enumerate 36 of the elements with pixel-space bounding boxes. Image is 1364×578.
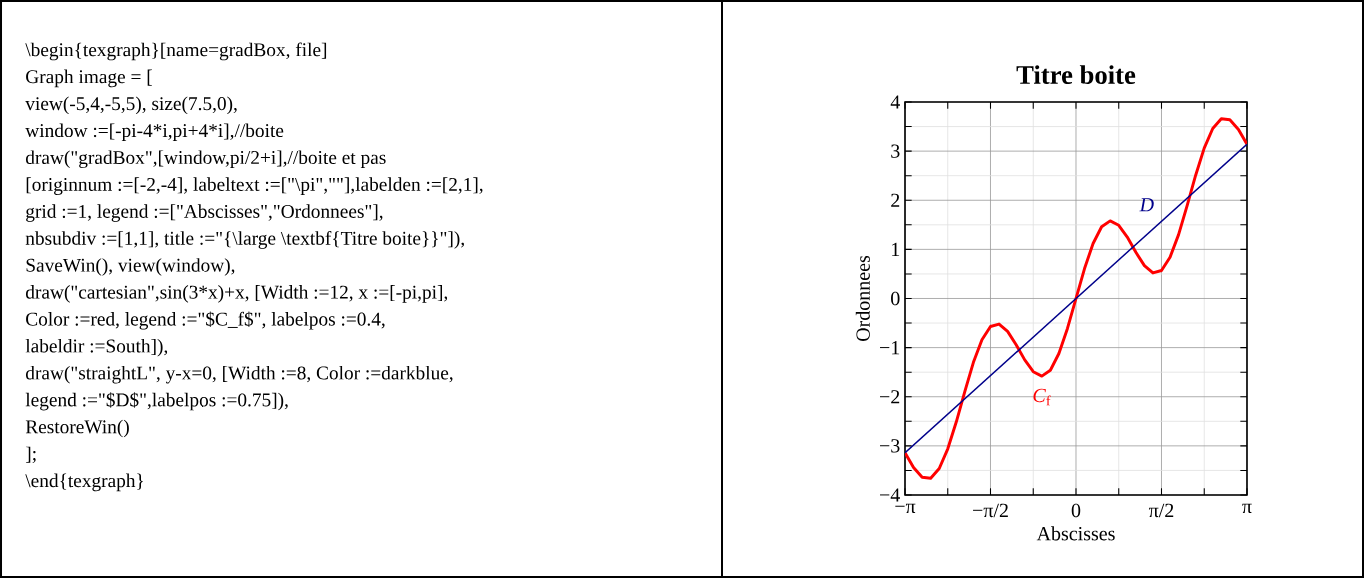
- x-tick-label: π/2: [1148, 503, 1174, 518]
- text: [originnum :=[-2,-4], labeltext :=["\pi",""],labelden :=[2,1],: [26, 177, 483, 195]
- x-tick-label: −π: [895, 503, 916, 514]
- text: RestoreWin(): [25, 419, 129, 438]
- text: view(-5,4,-5,5), size(7.5,0),: [25, 96, 237, 115]
- text: grid :=1, legend :=["Abscisses","Ordonnees"],: [26, 204, 383, 222]
- text: \end{texgraph}: [25, 473, 144, 492]
- text: draw("straightL", y-x=0, [Width :=8, Color :=darkblue,: [25, 365, 453, 384]
- text: SaveWin(), view(window),: [26, 258, 235, 276]
- x-tick-label: −π/2: [973, 503, 1008, 518]
- y-tick-label: 1: [892, 242, 900, 256]
- text: Color :=red, legend :="$C_f$", labelpos :=0.4,: [26, 311, 385, 330]
- y-tick-label: 4: [890, 95, 900, 109]
- y-tick-label: 0: [891, 291, 900, 306]
- text: window :=[-pi-4*i,pi+4*i],//boite: [25, 123, 284, 142]
- text: ];: [25, 446, 36, 464]
- chart-title: Titre boite: [1016, 65, 1136, 84]
- y-tick-label: −1: [880, 341, 900, 355]
- y-tick-label: −3: [880, 439, 900, 453]
- y-tick-label: 2: [891, 193, 900, 207]
- y-tick-label: 3: [891, 144, 900, 158]
- text: labeldir :=South]),: [25, 338, 168, 357]
- text: Graph image = [: [26, 69, 152, 88]
- x-tick-label: π: [1242, 503, 1252, 514]
- y-tick-label: −2: [880, 390, 900, 404]
- text: draw("gradBox",[window,pi/2+i],//boite et pas: [25, 150, 386, 169]
- text: \begin{texgraph}[name=gradBox, file]: [25, 42, 327, 61]
- text: draw("cartesian",sin(3*x)+x, [Width :=12, x :=[-pi,pi],: [25, 285, 448, 303]
- x-axis-title: Abscisses: [1036, 526, 1115, 541]
- series-label: D: [1139, 198, 1154, 212]
- text: legend :="$D$",labelpos :=0.75]),: [25, 392, 288, 411]
- text: nbsubdiv :=[1,1], title :="{\large \textbf{Titre boite}}"]),: [25, 231, 464, 249]
- y-axis-title: Ordonnees: [855, 255, 870, 341]
- x-tick-label: 0: [1071, 503, 1081, 518]
- series-label: C$_{f}$: [1033, 388, 1051, 406]
- y-tick-label: −4: [880, 488, 900, 502]
